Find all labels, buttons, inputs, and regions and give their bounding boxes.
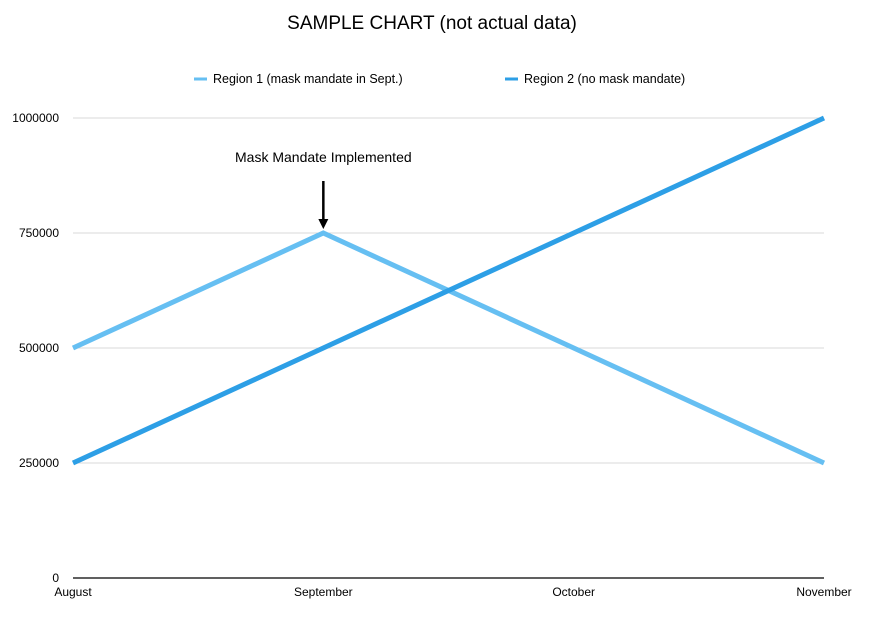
legend-label: Region 1 (mask mandate in Sept.) bbox=[213, 72, 403, 86]
annotations: Mask Mandate Implemented bbox=[235, 149, 412, 229]
chart-title: SAMPLE CHART (not actual data) bbox=[287, 13, 577, 34]
annotation-label: Mask Mandate Implemented bbox=[235, 149, 412, 165]
y-tick-label: 1000000 bbox=[12, 111, 59, 125]
x-tick-label: October bbox=[552, 585, 595, 599]
series-line-region-2 bbox=[71, 115, 826, 466]
y-axis-ticks: 0 250000 500000 750000 1000000 bbox=[12, 111, 59, 585]
y-tick-label: 250000 bbox=[19, 456, 59, 470]
y-tick-label: 500000 bbox=[19, 341, 59, 355]
y-tick-label: 750000 bbox=[19, 226, 59, 240]
x-tick-label: August bbox=[54, 585, 92, 599]
series-lines bbox=[71, 115, 826, 466]
y-tick-label: 0 bbox=[52, 571, 59, 585]
x-axis-ticks: August September October November bbox=[54, 585, 851, 599]
x-tick-label: November bbox=[796, 585, 851, 599]
legend-label: Region 2 (no mask mandate) bbox=[524, 72, 685, 86]
legend: Region 1 (mask mandate in Sept.) Region 2… bbox=[194, 72, 685, 86]
gridlines bbox=[73, 117, 824, 579]
x-tick-label: September bbox=[294, 585, 353, 599]
